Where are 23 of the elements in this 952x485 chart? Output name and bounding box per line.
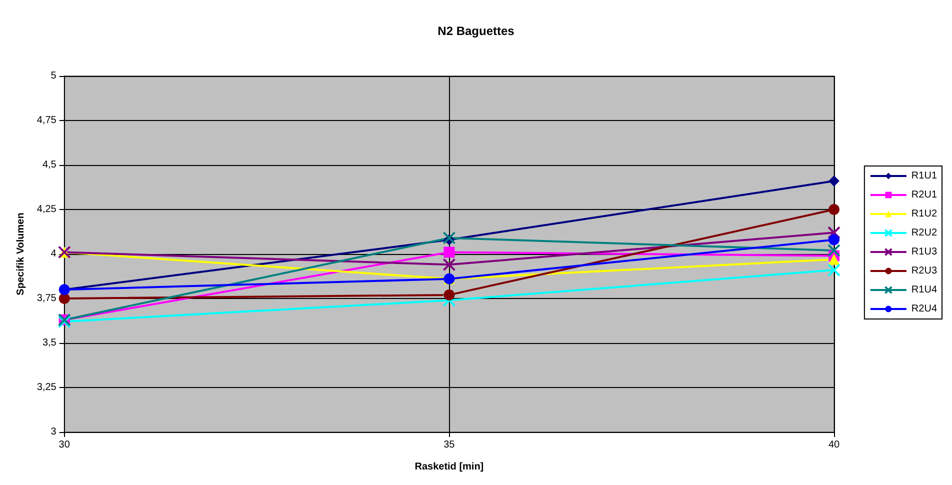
y-tick-label: 4,75 [36, 115, 57, 126]
y-tick-label: 3,75 [36, 293, 57, 304]
legend-label: R1U4 [911, 284, 938, 296]
y-tick-label: 4,5 [42, 160, 57, 170]
y-tick-label: 4,25 [36, 204, 57, 215]
y-tick-label: 5 [50, 70, 57, 82]
x-axis-title: Rasketid [min] [414, 462, 484, 472]
legend-label: R2U3 [911, 266, 938, 276]
legend-label: R2U4 [911, 304, 938, 314]
chart-title: N2 Baguettes [438, 24, 515, 38]
legend-label: R1U2 [911, 208, 938, 220]
y-tick-label: 3 [50, 426, 57, 438]
legend-label: R1U1 [911, 170, 938, 182]
x-tick-label: 35 [444, 440, 456, 450]
legend-label: R1U3 [911, 246, 938, 258]
legend-label: R2U1 [911, 190, 938, 200]
legend-label: R2U2 [911, 228, 938, 238]
y-tick-label: 3,5 [42, 338, 57, 348]
y-tick-label: 3,25 [36, 382, 57, 393]
y-axis-title: Specifik Volumen [16, 212, 26, 296]
x-tick-label: 40 [828, 440, 840, 450]
x-tick-label: 30 [58, 440, 70, 450]
y-tick-label: 4 [50, 248, 57, 260]
